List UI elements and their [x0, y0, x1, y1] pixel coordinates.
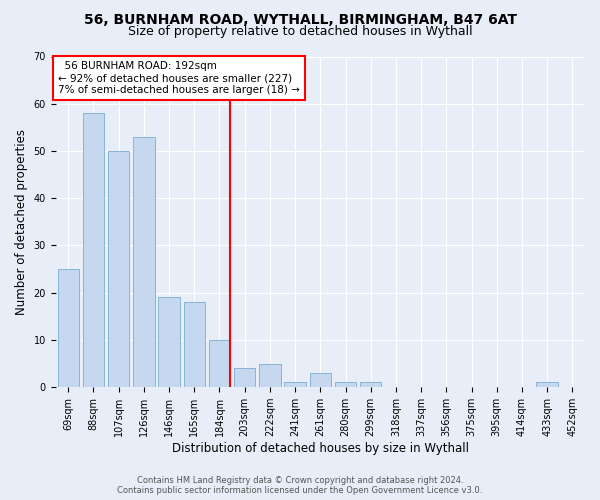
Bar [83, 113, 104, 387]
Bar [184, 302, 205, 387]
Bar [335, 382, 356, 387]
Text: Contains HM Land Registry data © Crown copyright and database right 2024.
Contai: Contains HM Land Registry data © Crown c… [118, 476, 482, 495]
X-axis label: Distribution of detached houses by size in Wythall: Distribution of detached houses by size … [172, 442, 469, 455]
Text: Size of property relative to detached houses in Wythall: Size of property relative to detached ho… [128, 25, 472, 38]
Text: 56, BURNHAM ROAD, WYTHALL, BIRMINGHAM, B47 6AT: 56, BURNHAM ROAD, WYTHALL, BIRMINGHAM, B… [83, 12, 517, 26]
Bar [284, 382, 306, 387]
Bar [209, 340, 230, 387]
Bar [108, 151, 130, 387]
Bar [234, 368, 256, 387]
Bar [536, 382, 558, 387]
Bar [360, 382, 382, 387]
Bar [259, 364, 281, 387]
Y-axis label: Number of detached properties: Number of detached properties [15, 129, 28, 315]
Bar [58, 269, 79, 387]
Bar [310, 373, 331, 387]
Bar [158, 298, 180, 387]
Text: 56 BURNHAM ROAD: 192sqm
← 92% of detached houses are smaller (227)
7% of semi-de: 56 BURNHAM ROAD: 192sqm ← 92% of detache… [58, 62, 300, 94]
Bar [133, 137, 155, 387]
